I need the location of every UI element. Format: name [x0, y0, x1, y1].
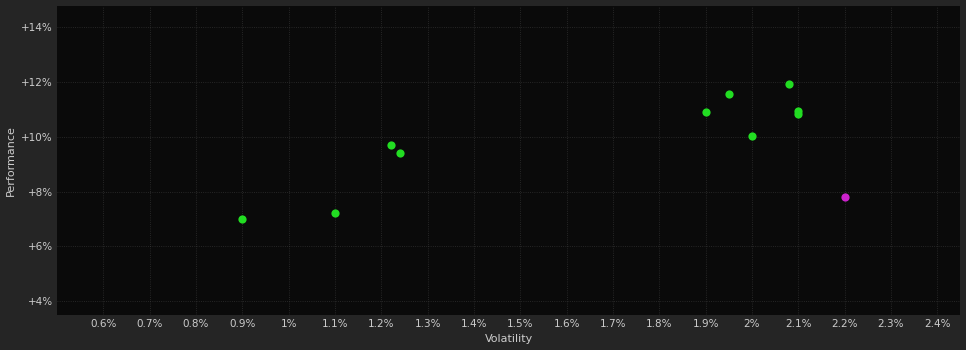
Y-axis label: Performance: Performance: [6, 125, 15, 196]
Point: [327, 211, 343, 216]
Point: [837, 194, 852, 200]
Point: [790, 108, 806, 114]
Point: [235, 216, 250, 222]
Point: [392, 150, 408, 156]
Point: [383, 142, 398, 148]
Point: [781, 81, 797, 86]
X-axis label: Volatility: Volatility: [485, 335, 533, 344]
Point: [697, 110, 713, 115]
Point: [790, 111, 806, 117]
Point: [744, 133, 759, 138]
Point: [721, 92, 736, 97]
